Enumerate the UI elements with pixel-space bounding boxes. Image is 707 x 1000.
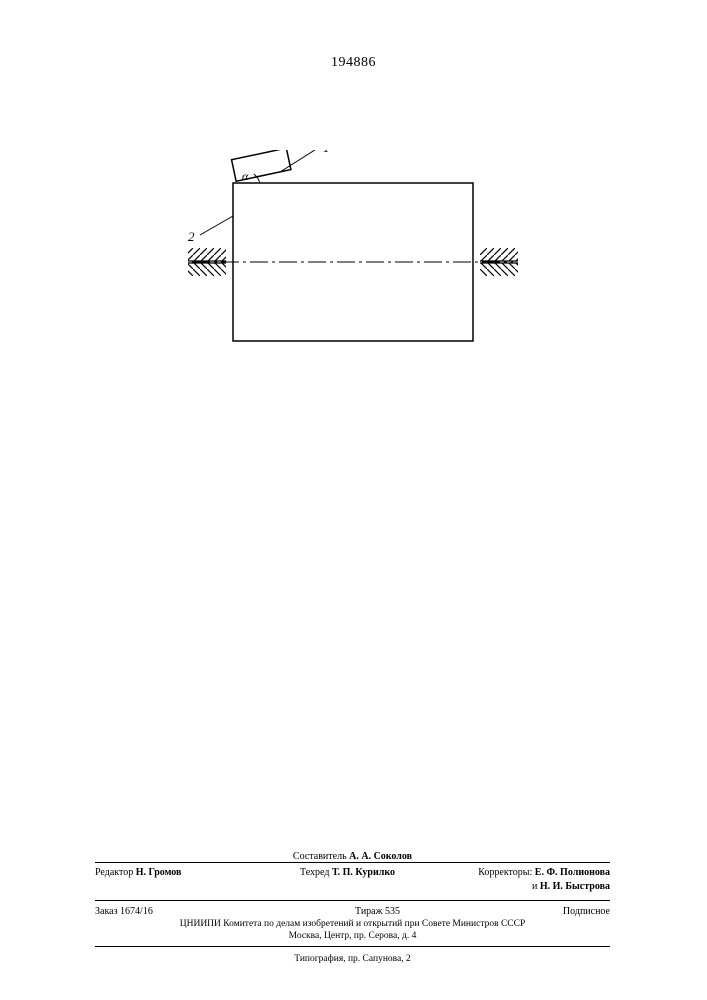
address-line: Москва, Центр, пр. Серова, д. 4 [95, 930, 610, 943]
divider [95, 946, 610, 947]
organization-line: ЦНИИПИ Комитета по делам изобретений и о… [95, 918, 610, 931]
order-number: Заказ 1674/16 [95, 905, 265, 919]
editor-prefix: Редактор [95, 867, 136, 878]
svg-text:1: 1 [323, 150, 330, 155]
divider [95, 900, 610, 901]
corr-name1: Е. Ф. Полионова [535, 867, 610, 878]
divider [95, 862, 610, 863]
editor-name: Н. Громов [136, 867, 182, 878]
subscription: Подписное [490, 905, 610, 919]
corr-and: и [532, 881, 540, 892]
compiler-name: А. А. Соколов [349, 851, 412, 862]
corr-prefix: Корректоры: [478, 867, 535, 878]
tech-prefix: Техред [300, 867, 332, 878]
svg-text:2: 2 [188, 229, 195, 244]
compiler-prefix: Составитель [293, 851, 349, 862]
corr-name2: Н. И. Быстрова [540, 881, 610, 892]
order-row: Заказ 1674/16 Тираж 535 Подписное [95, 905, 610, 919]
print-run: Тираж 535 [265, 905, 490, 919]
credits-row: Редактор Н. Громов Техред Т. П. Курилко … [95, 866, 610, 893]
svg-text:α: α [242, 169, 249, 183]
tech-name: Т. П. Курилко [332, 867, 395, 878]
typography-line: Типография, пр. Сапунова, 2 [95, 953, 610, 966]
technical-diagram: α 1 2 [130, 150, 530, 370]
page-number: 194886 [0, 55, 707, 71]
